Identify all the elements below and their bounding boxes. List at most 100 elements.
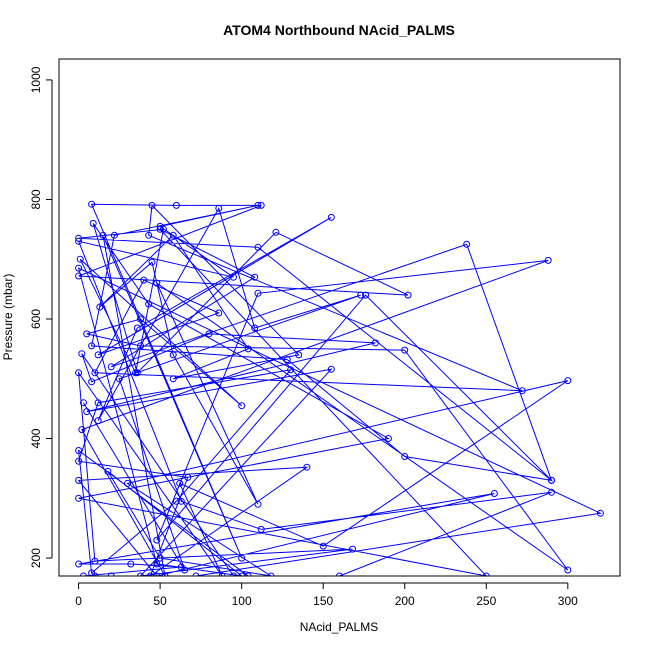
data-point xyxy=(107,363,115,371)
data-point xyxy=(99,231,107,239)
data-point xyxy=(205,330,213,338)
data-point xyxy=(75,560,83,568)
data-point xyxy=(401,453,409,460)
data-point xyxy=(336,572,343,576)
data-point xyxy=(78,426,86,434)
data-point xyxy=(169,375,177,383)
data-point xyxy=(94,417,102,425)
data-point xyxy=(80,572,87,576)
data-point xyxy=(272,228,280,236)
chart-title: ATOM4 Northbound NAcid_PALMS xyxy=(223,22,455,38)
data-point xyxy=(145,231,153,239)
y-tick-label: 1000 xyxy=(29,66,43,93)
data-point xyxy=(88,200,96,208)
data-point xyxy=(548,476,555,484)
data-point xyxy=(169,231,177,239)
data-point xyxy=(463,240,471,248)
data-point xyxy=(115,375,123,383)
data-point xyxy=(96,303,104,311)
data-point xyxy=(94,399,102,407)
data-point xyxy=(156,225,164,233)
data-point xyxy=(83,330,91,338)
data-point xyxy=(75,494,83,502)
data-point xyxy=(518,387,526,395)
data-point xyxy=(215,204,223,212)
data-point xyxy=(156,554,164,562)
data-point xyxy=(89,219,97,227)
x-tick-label: 150 xyxy=(313,594,333,608)
data-point xyxy=(254,243,262,251)
data-point xyxy=(404,291,412,299)
data-point xyxy=(215,309,223,317)
axes-layer: 0 50 100 150 200 250 300 200 400 600 800 1000 xyxy=(29,66,578,608)
data-point xyxy=(490,490,498,497)
data-point xyxy=(88,342,96,350)
x-axis-label: NAcid_PALMS xyxy=(300,620,378,634)
data-point xyxy=(91,557,99,565)
data-point xyxy=(159,225,167,233)
data-point xyxy=(254,201,262,209)
data-point xyxy=(137,342,144,350)
y-axis-label: Pressure (mbar) xyxy=(1,274,15,361)
data-point xyxy=(177,497,185,505)
data-point xyxy=(251,324,259,332)
data-point xyxy=(127,560,135,568)
data-point xyxy=(124,479,131,487)
data-point xyxy=(244,345,252,353)
x-tick-label: 0 xyxy=(75,594,82,608)
data-point xyxy=(371,339,379,347)
data-point xyxy=(161,572,169,576)
data-point xyxy=(153,560,161,568)
data-point xyxy=(153,536,161,544)
data-point xyxy=(153,279,161,287)
data-point xyxy=(362,291,370,299)
data-point xyxy=(172,497,180,505)
data-point xyxy=(148,201,156,209)
data-point xyxy=(295,351,303,359)
data-point xyxy=(254,289,262,297)
data-point xyxy=(254,500,262,508)
data-point xyxy=(91,369,99,377)
data-point xyxy=(169,351,177,359)
data-point xyxy=(137,572,144,576)
data-point xyxy=(564,377,572,385)
data-point xyxy=(104,467,112,475)
data-point xyxy=(75,476,83,484)
data-point xyxy=(230,273,237,281)
data-point xyxy=(257,201,265,209)
data-point xyxy=(267,572,275,576)
y-tick-label: 800 xyxy=(29,189,43,209)
data-point xyxy=(132,369,140,377)
x-tick-label: 200 xyxy=(395,594,415,608)
data-point xyxy=(287,366,295,374)
data-point xyxy=(548,488,555,496)
data-point xyxy=(251,273,259,281)
data-point xyxy=(148,258,156,266)
data-point xyxy=(110,231,118,239)
data-point xyxy=(75,369,83,377)
data-point xyxy=(146,572,154,576)
data-point xyxy=(78,350,86,358)
data-point xyxy=(80,399,87,407)
data-point xyxy=(107,572,115,576)
data-point xyxy=(357,291,365,299)
data-point xyxy=(181,566,189,574)
data-point xyxy=(176,479,184,487)
y-tick-label: 600 xyxy=(29,309,43,329)
y-tick-label: 400 xyxy=(29,428,43,448)
series-line xyxy=(77,203,603,576)
data-point xyxy=(75,237,83,245)
data-point xyxy=(303,463,311,471)
plot-frame xyxy=(58,58,621,577)
data-point xyxy=(238,572,246,576)
data-point xyxy=(319,542,327,550)
data-point xyxy=(238,402,246,410)
data-point xyxy=(75,264,83,272)
data-point xyxy=(596,509,604,517)
data-point xyxy=(401,346,409,354)
data-point xyxy=(88,378,96,386)
data-point xyxy=(230,572,237,576)
x-tick-label: 300 xyxy=(558,594,578,608)
